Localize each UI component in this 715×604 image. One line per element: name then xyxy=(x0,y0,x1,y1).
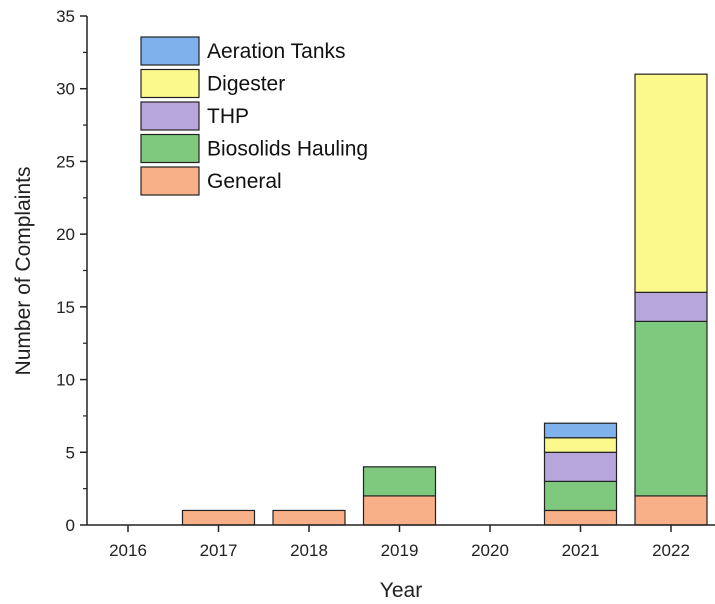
legend-label: THP xyxy=(207,105,249,128)
legend: Aeration Tanks Digester THP Biosolids Hauli… xyxy=(140,36,368,196)
x-tick-label: 2017 xyxy=(200,541,238,560)
legend-swatch xyxy=(140,133,200,164)
bar-segment xyxy=(634,291,708,323)
bar-segment xyxy=(634,320,708,497)
x-tick-label: 2022 xyxy=(652,541,690,560)
bar-segment xyxy=(181,509,256,526)
bar-segment xyxy=(272,509,346,526)
legend-label: General xyxy=(207,170,282,193)
bar-segment xyxy=(362,466,437,497)
y-tick-label: 5 xyxy=(66,443,75,462)
legend-swatch xyxy=(140,68,200,99)
bar-segment xyxy=(543,422,618,439)
legend-label: Digester xyxy=(207,73,285,96)
y-tick-label: 35 xyxy=(56,7,75,26)
x-tick-label: 2019 xyxy=(381,541,419,560)
bar-segment xyxy=(543,437,618,453)
y-tick-label: 0 xyxy=(66,516,75,535)
legend-swatch xyxy=(140,101,200,131)
y-tick-label: 20 xyxy=(56,225,75,244)
x-tick-label: 2018 xyxy=(290,541,328,560)
bar-segment xyxy=(362,495,437,526)
bar-segment xyxy=(634,73,708,293)
x-tick-label: 2016 xyxy=(109,541,147,560)
y-tick-label: 25 xyxy=(56,152,75,171)
x-tick-label: 2020 xyxy=(471,541,509,560)
y-tick-label: 15 xyxy=(56,298,75,317)
y-tick-label: 10 xyxy=(56,371,75,390)
axes-group: 0 5 10 15 20 25 30 35 2016 2017 2018 2019 2020 2021 20… xyxy=(56,7,715,560)
bar-segment xyxy=(634,495,708,526)
y-axis-title: Number of Complaints xyxy=(12,167,35,376)
bars-group xyxy=(181,73,708,526)
x-tick-label: 2021 xyxy=(562,541,600,560)
legend-swatch xyxy=(140,166,200,196)
legend-label: Aeration Tanks xyxy=(207,40,346,63)
legend-swatch xyxy=(140,36,200,66)
x-axis-title: Year xyxy=(380,579,422,602)
bar-segment xyxy=(543,480,618,512)
bar-segment xyxy=(543,451,618,482)
legend-label: Biosolids Hauling xyxy=(207,138,368,161)
y-tick-label: 30 xyxy=(56,80,75,99)
bar-segment xyxy=(543,509,618,526)
